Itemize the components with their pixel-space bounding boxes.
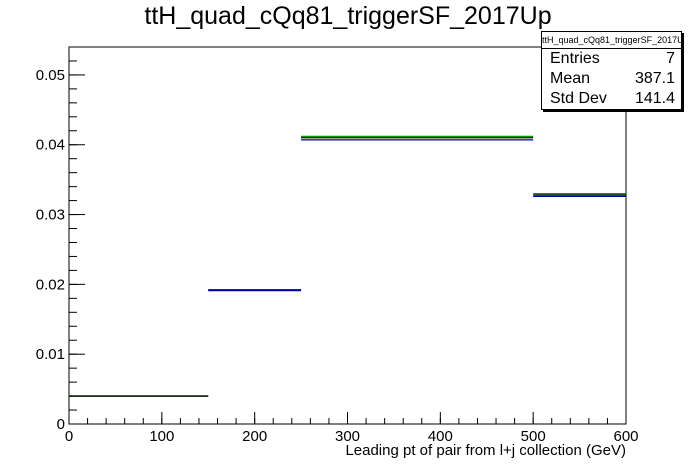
stats-stddev-label: Std Dev — [550, 90, 607, 107]
stats-entries-row: Entries 7 — [542, 49, 681, 69]
x-tick-label: 600 — [613, 428, 638, 445]
x-tick-label: 0 — [65, 428, 73, 445]
stats-entries-label: Entries — [550, 50, 600, 67]
stats-stddev-row: Std Dev 141.4 — [542, 89, 681, 109]
stats-box-title: ttH_quad_cQq81_triggerSF_2017Up — [542, 32, 681, 49]
chart-title: ttH_quad_cQq81_triggerSF_2017Up — [144, 2, 552, 30]
y-tick-label: 0.04 — [36, 137, 65, 154]
y-tick-label: 0 — [57, 416, 65, 433]
stats-mean-value: 387.1 — [634, 70, 675, 87]
stats-mean-label: Mean — [550, 70, 591, 87]
stats-entries-value: 7 — [666, 50, 675, 67]
x-tick-label: 300 — [335, 428, 360, 445]
stats-mean-row: Mean 387.1 — [542, 69, 681, 89]
stats-stddev-value: 141.4 — [634, 90, 675, 107]
x-tick-label: 200 — [242, 428, 267, 445]
y-tick-label: 0.02 — [36, 276, 65, 293]
y-axis: 0 0.01 0.02 0.03 0.04 0.05 — [36, 46, 85, 433]
x-axis-label: Leading pt of pair from l+j collection (… — [345, 442, 626, 459]
histogram-bars — [69, 135, 626, 397]
stats-box: ttH_quad_cQq81_triggerSF_2017Up Entries … — [541, 31, 682, 110]
x-tick-label: 400 — [428, 428, 453, 445]
y-tick-label: 0.03 — [36, 207, 65, 224]
x-axis: 0 100 200 300 400 500 600 — [65, 412, 639, 445]
x-tick-label: 500 — [521, 428, 546, 445]
y-tick-label: 0.05 — [36, 67, 65, 84]
y-tick-label: 0.01 — [36, 346, 65, 363]
x-tick-label: 100 — [149, 428, 174, 445]
